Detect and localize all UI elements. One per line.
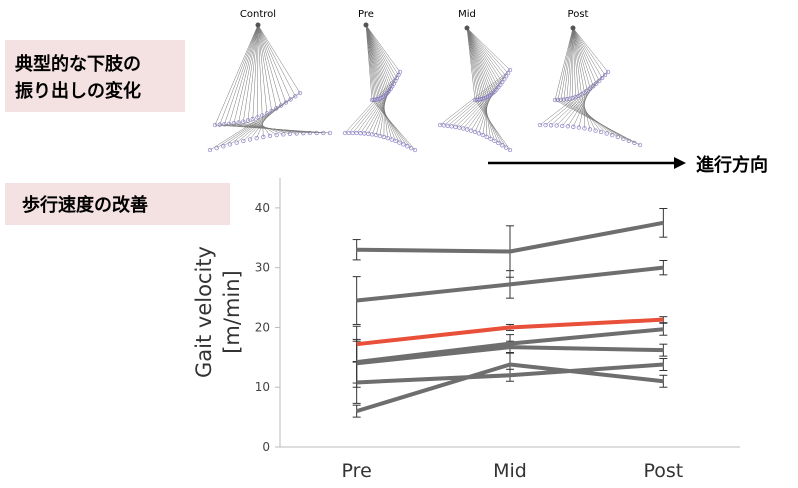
shank-line	[243, 108, 276, 141]
thigh-line	[215, 25, 258, 125]
thigh-line	[567, 28, 573, 99]
thigh-line	[234, 25, 258, 123]
direction-label: 進行方向	[696, 154, 768, 176]
y-axis-title-line: [m/min]	[220, 270, 244, 354]
shank-line	[561, 100, 629, 141]
shank-line	[215, 125, 330, 133]
thigh-line	[258, 25, 267, 113]
panel-label: Control	[240, 9, 276, 20]
joint	[282, 133, 286, 137]
shank-line	[378, 99, 399, 142]
thigh-line	[564, 28, 573, 100]
y-tick-label: 30	[255, 261, 270, 275]
shank-line	[372, 100, 415, 150]
joint	[275, 133, 279, 137]
stick-figures	[208, 23, 642, 152]
hip-joint	[256, 23, 261, 28]
thigh-line	[573, 28, 605, 75]
thigh-line	[258, 25, 291, 99]
shank-line	[381, 98, 391, 140]
shank-line	[448, 76, 506, 126]
y-tick-label: 10	[255, 380, 270, 394]
y-tick-label: 20	[255, 320, 270, 334]
hip-joint	[364, 23, 369, 28]
chart-title: 歩行速度の改善	[22, 194, 148, 216]
shank-line	[558, 100, 635, 143]
y-tick-label: 40	[255, 201, 270, 215]
arrow-head	[674, 157, 686, 169]
joint	[497, 141, 501, 145]
y-axis-title: Gait velocity [m/min]	[192, 246, 244, 378]
thigh-line	[243, 25, 258, 122]
hip-joint	[571, 26, 576, 31]
panel-label: Mid	[458, 9, 476, 20]
joint	[402, 143, 406, 147]
hip-joint	[465, 26, 470, 31]
shank-line	[475, 100, 510, 150]
thigh-line	[220, 25, 258, 125]
thigh-line	[258, 25, 276, 108]
thigh-line	[366, 25, 383, 97]
shank-line	[555, 100, 640, 145]
shank-line	[375, 100, 407, 146]
panel-label: Post	[568, 9, 589, 20]
caption-line: 振り出しの変化	[15, 80, 141, 102]
x-tick-label: Post	[643, 460, 683, 482]
thigh-line	[467, 28, 500, 85]
thigh-line	[258, 25, 281, 106]
joint	[390, 138, 394, 142]
shank-line	[564, 100, 624, 139]
x-tick-label: Pre	[342, 460, 372, 482]
shank-line	[210, 93, 300, 150]
shank-line	[237, 106, 281, 143]
y-axis-title-line: Gait velocity	[192, 246, 216, 378]
thigh-line	[558, 28, 573, 100]
x-tick-label: Mid	[493, 460, 527, 482]
thigh-line	[258, 25, 259, 117]
thigh-line	[229, 25, 258, 124]
panel-label: Pre	[358, 9, 374, 20]
slide: 典型的な下肢の 振り出しの変化 Control Pre Mid Post 進行方…	[0, 0, 798, 488]
y-tick-label: 0	[262, 440, 270, 454]
page: 典型的な下肢の 振り出しの変化 Control Pre Mid Post 進行方…	[0, 0, 798, 488]
caption-line: 典型的な下肢の	[15, 53, 141, 75]
